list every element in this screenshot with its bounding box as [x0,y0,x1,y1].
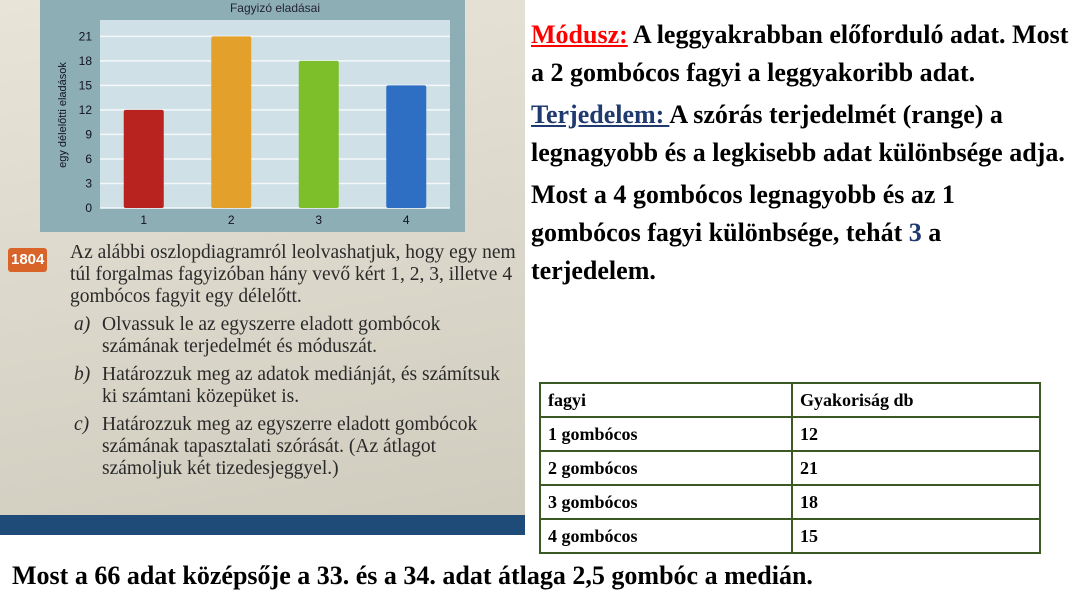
task-item-text: Határozzuk meg az egyszerre eladott gomb… [102,414,478,479]
y-tick-label: 18 [79,54,93,68]
range-example-text: a terjedelem. [531,218,942,285]
y-tick-label: 6 [85,152,92,166]
table-cell: 18 [791,484,1041,520]
table-row: 2 gombócos 21 [539,450,1041,486]
y-tick-label: 3 [85,176,92,190]
y-axis-label: egy délelőtti eladások [57,62,69,168]
mode-paragraph: Módusz: A leggyakrabban előforduló adat.… [531,16,1071,92]
range-value: 3 [908,218,922,247]
range-example-text: Most a 4 gombócos legnagyobb és az 1 gom… [531,180,955,247]
table-header: fagyi [539,382,793,418]
x-tick-label: 3 [315,213,322,227]
table-header-row: fagyi Gyakoriság db [539,382,1041,418]
bar [123,109,164,208]
table-cell: 1 gombócos [539,416,793,452]
bar-chart-svg: Fagyizó eladásai egy délelőtti eladások 0 3… [57,1,450,227]
task-item-label: b) [74,364,91,385]
table-cell: 21 [791,450,1041,486]
table-row: 4 gombócos 15 [539,518,1041,554]
table-cell: 2 gombócos [539,450,793,486]
table-cell: 12 [791,416,1041,452]
table-cell: 15 [791,518,1041,554]
table-cell: 3 gombócos [539,484,793,520]
task-item-c: c) Határozzuk meg az egyszerre eladott go… [74,414,518,480]
task-item-text: Olvassuk le az egyszerre eladott gombóco… [102,314,441,357]
range-paragraph: Terjedelem: A szórás terjedelmét (range)… [531,96,1071,172]
textbook-photo: Fagyizó eladásai egy délelőtti eladások 0 3… [0,0,525,535]
explanation: Módusz: A leggyakrabban előforduló adat.… [531,16,1071,294]
range-text: A szórás terjedelmét (range) a legnagyob… [531,100,1065,167]
task-text: 1804 Az alábbi oszlopdiagramról leolvash… [8,242,518,480]
y-tick-label: 0 [85,201,92,215]
y-tick-label: 21 [79,29,93,43]
task-item-a: a) Olvassuk le az egyszerre eladott gombó… [74,314,518,358]
range-term: Terjedelem: [531,100,670,129]
task-intro: Az alábbi oszlopdiagramról leolvashatjuk… [70,242,516,307]
photo-edge [0,515,525,535]
mode-term: Módusz: [531,20,628,49]
table-row: 1 gombócos 12 [539,416,1041,452]
range-example: Most a 4 gombócos legnagyobb és az 1 gom… [531,176,1071,290]
bar-chart: Fagyizó eladásai egy délelőtti eladások 0 3… [40,0,465,232]
y-tick-label: 15 [79,78,93,92]
chart-title: Fagyizó eladásai [230,1,320,15]
y-tick-label: 12 [79,103,93,117]
table-cell: 4 gombócos [539,518,793,554]
task-item-label: a) [74,314,91,335]
task-number-badge: 1804 [8,248,48,272]
task-item-label: c) [74,414,90,435]
frequency-table: fagyi Gyakoriság db 1 gombócos 12 2 gombóc… [539,382,1041,554]
table-header: Gyakoriság db [791,382,1041,418]
x-tick-label: 2 [228,213,235,227]
x-tick-label: 4 [403,213,410,227]
bar [298,60,339,208]
y-tick-label: 9 [85,127,92,141]
mode-text: A leggyakrabban előforduló adat. Most a … [531,20,1069,87]
bar [386,85,427,208]
table-row: 3 gombócos 18 [539,484,1041,520]
bar [211,36,252,208]
task-item-text: Határozzuk meg az adatok mediánját, és s… [102,364,500,407]
task-item-b: b) Határozzuk meg az adatok mediánját, és… [74,364,518,408]
median-text: Most a 66 adat középsője a 33. és a 34. … [12,561,813,590]
x-tick-label: 1 [140,213,147,227]
